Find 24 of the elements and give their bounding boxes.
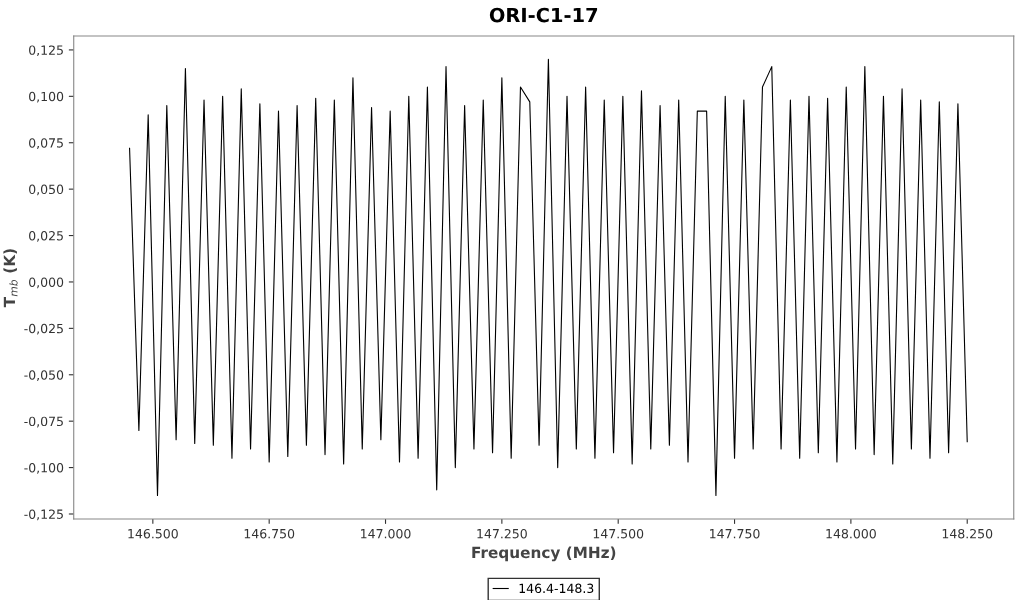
x-tick-label: 148.000 [826, 528, 876, 539]
y-axis-title: T$_{mb}$ (K) [3, 249, 18, 308]
x-axis-title: Frequency (MHz) [472, 546, 616, 562]
y-tick-label: 0,050 [29, 184, 64, 196]
x-tick-label: 147.000 [361, 528, 411, 539]
y-tick-label: -0,075 [24, 416, 63, 428]
x-tick-label: 146.750 [244, 528, 295, 539]
y-tick-label: 0,100 [29, 91, 64, 103]
x-tick-label: 147.500 [593, 528, 644, 539]
y-tick-label: 0,000 [29, 277, 64, 289]
x-tick-label: 148.250 [942, 528, 993, 539]
y-tick-label: 0,125 [29, 45, 63, 57]
y-tick-label: 0,075 [29, 138, 63, 149]
y-tick-label: -0,100 [24, 463, 64, 474]
x-tick-label: 147.250 [477, 528, 527, 539]
y-tick-label: -0,125 [24, 509, 63, 521]
line-series [129, 58, 968, 496]
chart-title: ORI-C1-17 [489, 7, 598, 23]
y-tick-label: -0,050 [24, 370, 64, 381]
legend-label: 146.4-148.3 [519, 583, 594, 594]
x-tick-label: 146.500 [128, 528, 178, 539]
y-tick-label: -0,025 [24, 323, 63, 335]
x-tick-label: 147.750 [710, 528, 760, 539]
y-tick-label: 0,025 [29, 231, 63, 242]
